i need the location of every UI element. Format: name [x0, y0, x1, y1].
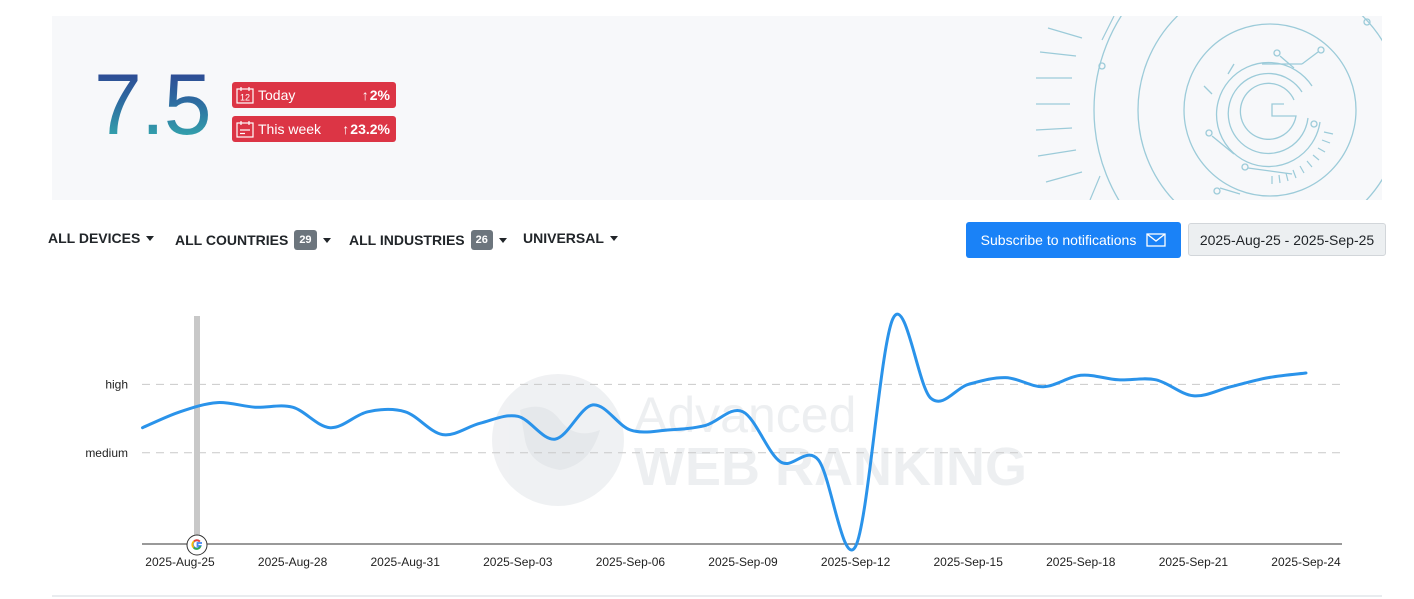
subscribe-label: Subscribe to notifications [980, 232, 1137, 248]
update-marker-line [194, 316, 200, 542]
week-change-value: 23.2% [350, 121, 390, 137]
x-tick-label: 2025-Sep-21 [1159, 555, 1229, 569]
google-logo-decoration [1035, 16, 1382, 200]
x-tick-label: 2025-Aug-31 [371, 555, 441, 569]
caret-down-icon [609, 235, 618, 241]
x-tick-label: 2025-Aug-25 [145, 555, 215, 569]
x-tick-label: 2025-Sep-09 [708, 555, 778, 569]
industries-count-badge: 26 [470, 230, 493, 250]
y-level-label: high [105, 377, 128, 391]
today-change-value: 2% [369, 87, 390, 103]
visibility-score: 7.5 [94, 57, 212, 153]
universal-label: UNIVERSAL [523, 230, 604, 246]
google-update-marker[interactable] [186, 534, 208, 556]
series-line [141, 312, 1308, 552]
svg-text:12: 12 [240, 93, 250, 103]
section-divider [52, 595, 1382, 597]
x-tick-label: 2025-Aug-28 [258, 555, 328, 569]
industries-dropdown[interactable]: ALL INDUSTRIES 26 [349, 230, 507, 250]
x-tick-label: 2025-Sep-15 [934, 555, 1004, 569]
score-panel: 7.5 12 Today ↑ 2% This week ↑ 23.2% [52, 16, 1382, 200]
caret-down-icon [322, 237, 331, 243]
countries-count-badge: 29 [294, 230, 317, 250]
countries-dropdown[interactable]: ALL COUNTRIES 29 [175, 230, 331, 250]
y-level-label: medium [85, 446, 128, 460]
envelope-icon [1146, 233, 1166, 247]
today-change-badge: 12 Today ↑ 2% [232, 82, 396, 108]
caret-down-icon [498, 237, 507, 243]
up-arrow-icon: ↑ [342, 121, 350, 137]
week-change-badge: This week ↑ 23.2% [232, 116, 396, 142]
chart-watermark: Advanced WEB RANKING [492, 374, 1027, 506]
week-label: This week [258, 121, 322, 137]
devices-label: ALL DEVICES [48, 230, 141, 246]
filter-toolbar: ALL DEVICES ALL COUNTRIES 29 ALL INDUSTR… [48, 222, 1388, 264]
countries-label: ALL COUNTRIES [175, 232, 289, 248]
watermark-line2: WEB RANKING [634, 437, 1027, 497]
x-tick-label: 2025-Sep-06 [596, 555, 666, 569]
industries-label: ALL INDUSTRIES [349, 232, 465, 248]
calendar-week-icon [236, 121, 254, 138]
calendar-day-icon: 12 [236, 87, 254, 104]
x-tick-label: 2025-Sep-03 [483, 555, 553, 569]
devices-dropdown[interactable]: ALL DEVICES [48, 230, 155, 246]
x-tick-label: 2025-Sep-24 [1271, 555, 1341, 569]
date-range-picker[interactable]: 2025-Aug-25 - 2025-Sep-25 [1188, 223, 1386, 256]
subscribe-button[interactable]: Subscribe to notifications [966, 222, 1181, 258]
universal-dropdown[interactable]: UNIVERSAL [523, 230, 618, 246]
caret-down-icon [146, 235, 155, 241]
x-tick-label: 2025-Sep-12 [821, 555, 891, 569]
today-label: Today [258, 87, 296, 103]
up-arrow-icon: ↑ [361, 87, 369, 103]
volatility-chart: Advanced WEB RANKING high medium 2025-Aug… [85, 312, 1342, 569]
x-tick-label: 2025-Sep-18 [1046, 555, 1116, 569]
